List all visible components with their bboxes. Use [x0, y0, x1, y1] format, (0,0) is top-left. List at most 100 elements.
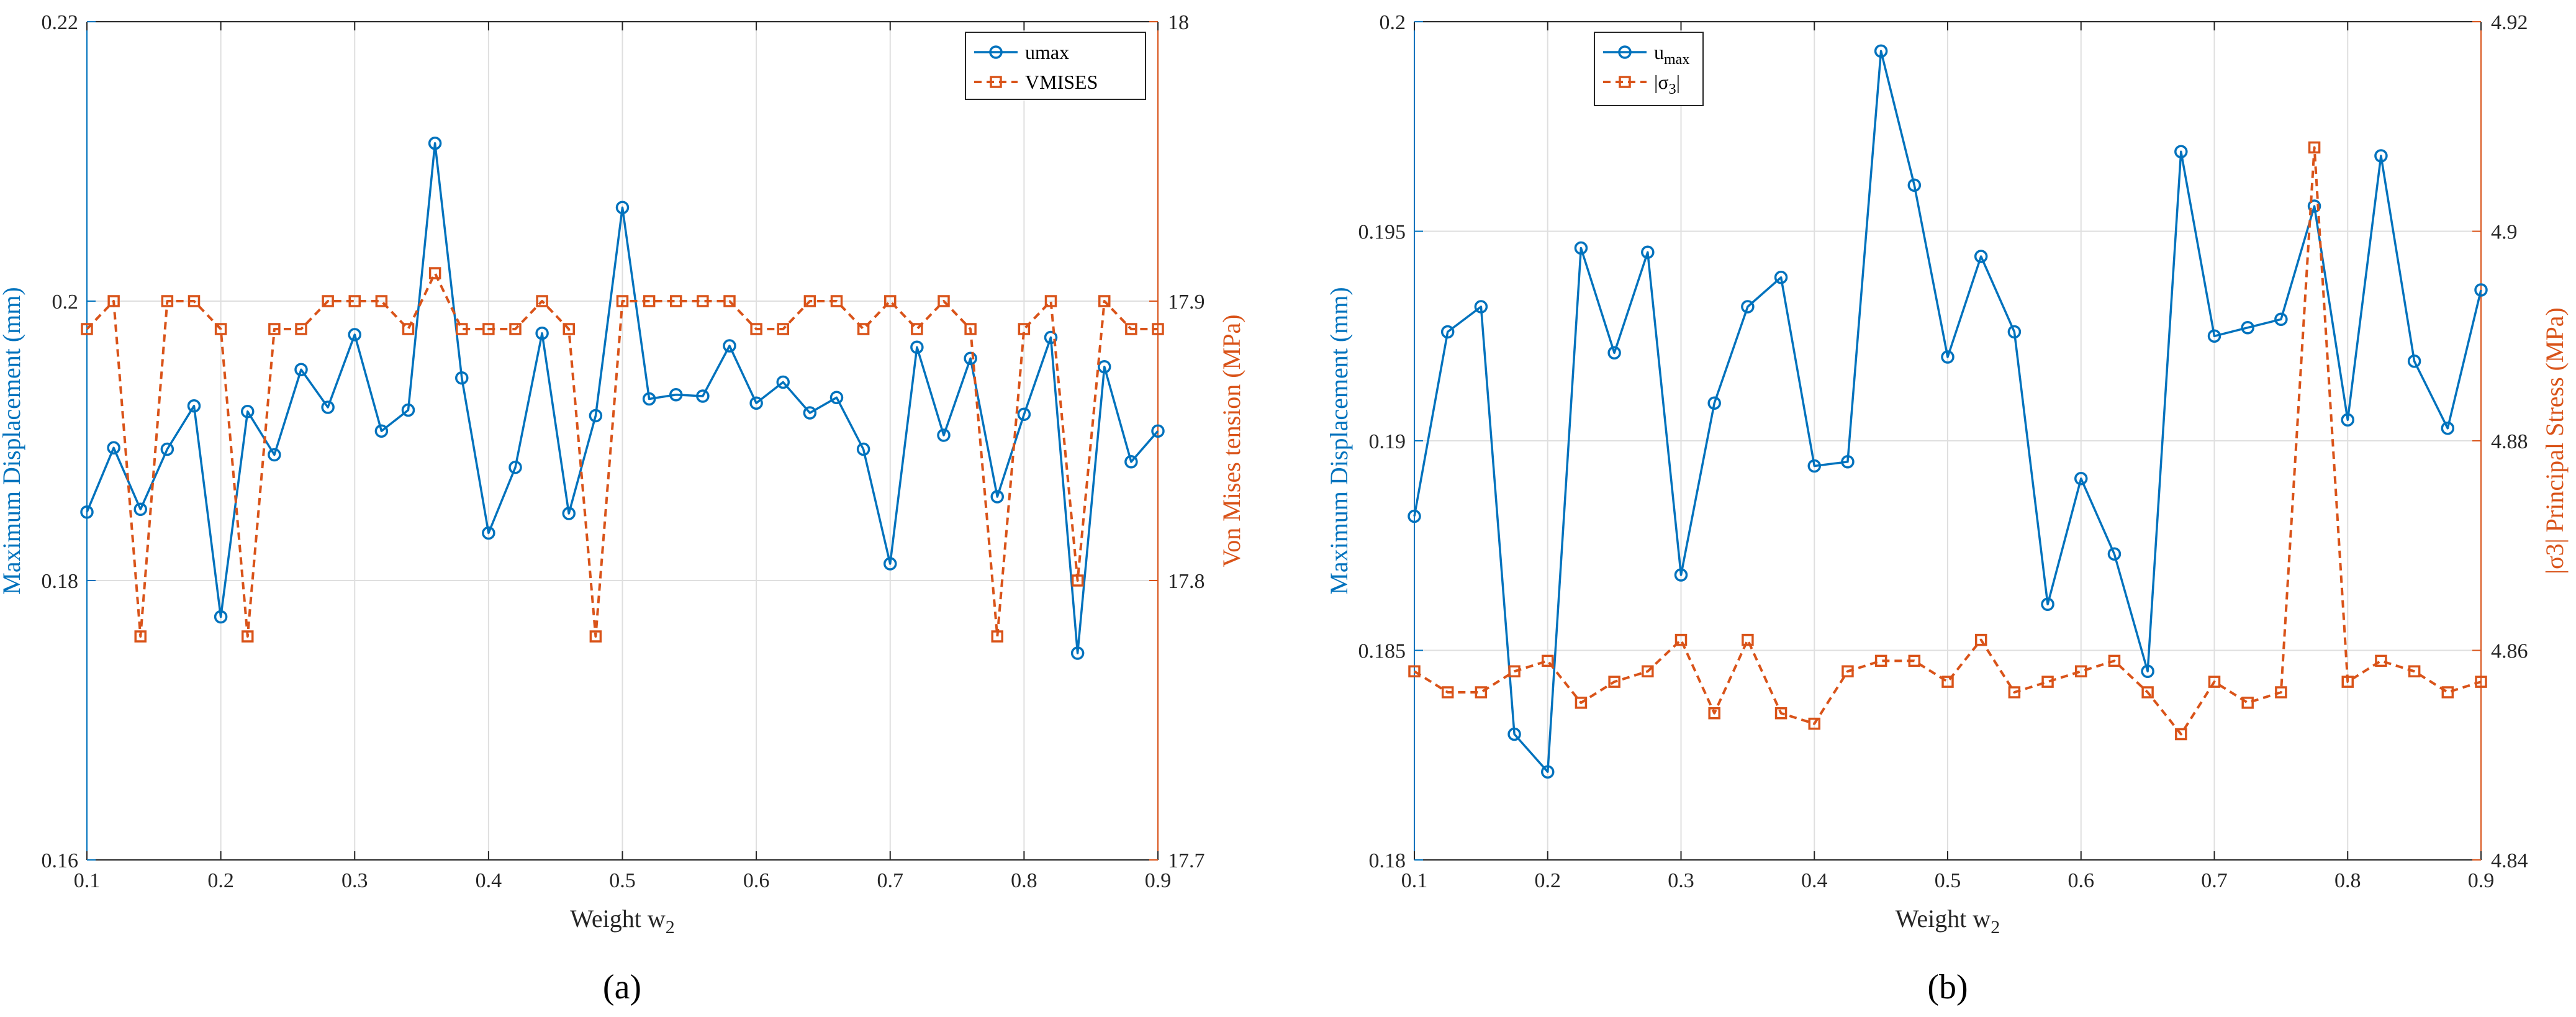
data-point — [428, 267, 441, 279]
data-point — [509, 323, 522, 335]
data-point — [2175, 728, 2187, 741]
legend-label-sub: 3 — [1669, 81, 1676, 97]
data-point — [1044, 295, 1057, 307]
data-point — [696, 389, 710, 403]
data-point — [803, 295, 816, 307]
data-point — [884, 295, 897, 307]
x-tick-label: 0.1 — [1401, 869, 1428, 892]
y-tick-label-left: 0.2 — [52, 291, 79, 314]
y-tick-label-right: 17.9 — [1168, 291, 1205, 314]
y-tick-label-right: 18 — [1168, 11, 1189, 34]
legend-label: umax — [1025, 41, 1069, 63]
data-point — [1907, 178, 1922, 192]
data-point — [1475, 686, 1488, 698]
data-point — [2341, 413, 2354, 427]
y-tick-label-left: 0.18 — [1369, 849, 1406, 872]
data-point — [1607, 346, 1621, 359]
data-point — [1908, 654, 1921, 667]
x-axis-label-sub: 2 — [666, 917, 675, 938]
data-point — [2441, 422, 2455, 435]
data-point — [1044, 330, 1058, 345]
data-point — [2408, 665, 2421, 677]
data-point — [2374, 149, 2388, 163]
data-point — [723, 295, 736, 307]
x-tick-label: 0.8 — [2334, 869, 2361, 892]
data-point — [670, 295, 682, 307]
data-point — [803, 406, 817, 420]
data-point — [830, 295, 843, 307]
x-tick-label: 0.3 — [341, 869, 368, 892]
data-point — [1507, 727, 1521, 741]
x-tick-label: 0.3 — [1668, 869, 1694, 892]
data-point — [884, 557, 897, 571]
x-tick-label: 0.8 — [1011, 869, 1037, 892]
data-point — [1674, 633, 1688, 646]
data-point — [2308, 141, 2321, 154]
data-point — [1018, 323, 1031, 335]
y-axis-label-right: Von Mises tension (MPa) — [1218, 314, 1245, 567]
data-point — [1874, 44, 1888, 58]
data-point — [2075, 665, 2087, 677]
x-axis-label: Weight w2 — [1896, 905, 2000, 938]
data-point — [1807, 459, 1821, 473]
data-point — [2074, 472, 2088, 486]
data-point — [241, 405, 255, 418]
data-point — [750, 323, 762, 335]
legend-box — [965, 32, 1146, 100]
data-point — [990, 490, 1004, 504]
data-point — [723, 339, 736, 353]
y-tick-label-right: 4.88 — [2491, 430, 2528, 453]
data-point — [1152, 323, 1164, 335]
legend-label-main: VMISES — [1025, 71, 1098, 93]
data-point — [455, 371, 469, 385]
grid — [1414, 21, 2482, 861]
data-point — [910, 340, 924, 354]
series-umax — [1408, 44, 2488, 779]
x-tick-label: 0.7 — [2201, 869, 2228, 892]
legend-swatch-marker — [1619, 76, 1631, 88]
data-point — [107, 441, 120, 454]
data-point — [348, 328, 361, 341]
x-tick-label: 0.2 — [207, 869, 234, 892]
data-point — [1742, 633, 1754, 646]
x-tick-label: 0.2 — [1535, 869, 1561, 892]
data-point — [1842, 665, 1854, 677]
data-point — [1874, 654, 1887, 667]
data-point — [2108, 654, 2121, 667]
panel-label: (b) — [1927, 968, 1968, 1006]
data-point — [1642, 665, 1654, 677]
x-axis-label: Weight w2 — [570, 905, 674, 938]
y-tick-label-left: 0.195 — [1358, 221, 1406, 244]
legend-label-tail: | — [1676, 71, 1680, 93]
data-point — [2375, 654, 2387, 667]
data-point — [2007, 325, 2022, 339]
data-point — [1070, 646, 1085, 660]
data-point — [1741, 300, 1755, 314]
data-point — [1674, 568, 1688, 582]
x-axis-label-sub: 2 — [1991, 917, 2000, 938]
data-point — [964, 323, 977, 335]
data-point — [322, 295, 334, 307]
legend-label: umax — [1654, 41, 1689, 68]
data-point — [81, 323, 93, 335]
data-point — [2141, 664, 2154, 678]
data-point — [2307, 199, 2321, 213]
data-point — [482, 323, 495, 335]
data-point — [991, 630, 1003, 643]
series-line — [86, 272, 1158, 638]
legend-label: |σ3| — [1654, 71, 1680, 97]
data-point — [160, 442, 174, 456]
data-point — [856, 442, 870, 456]
data-point — [2241, 321, 2254, 335]
legend-box — [1594, 32, 1704, 106]
data-point — [268, 323, 281, 335]
data-point — [2041, 676, 2054, 688]
x-axis-label-main: Weight w — [1896, 905, 1991, 933]
y-tick-label-left: 0.185 — [1358, 640, 1406, 663]
data-point — [401, 403, 415, 417]
x-tick-label: 0.7 — [877, 869, 904, 892]
data-point — [134, 630, 147, 643]
data-point — [589, 409, 603, 423]
data-point — [268, 448, 281, 462]
data-point — [2141, 686, 2154, 698]
